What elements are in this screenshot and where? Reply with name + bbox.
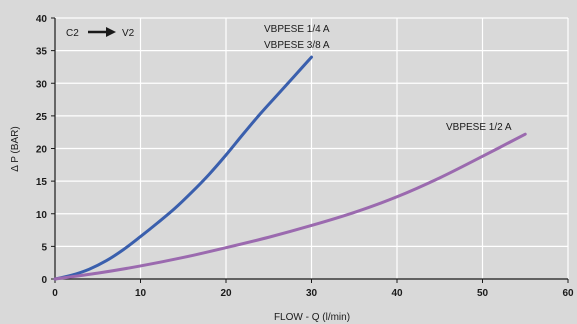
y-tick-label: 25 <box>36 112 48 123</box>
series-line-2 <box>53 132 527 281</box>
x-tick-label: 60 <box>562 288 574 299</box>
series-lines <box>53 55 527 281</box>
y-tick-label: 35 <box>36 47 48 58</box>
axes <box>51 17 569 283</box>
y-tick-label: 0 <box>41 275 47 286</box>
grid <box>55 17 569 279</box>
x-tick-label: 30 <box>306 288 318 299</box>
series-line-1 <box>53 55 313 281</box>
y-tick-label: 15 <box>36 177 48 188</box>
arrow-right-icon <box>88 27 116 37</box>
x-tick-label: 50 <box>477 288 489 299</box>
annotation-from: C2 <box>66 28 79 39</box>
x-axis-title: FLOW - Q (l/min) <box>274 312 350 323</box>
y-tick-label: 30 <box>36 79 48 90</box>
x-tick-label: 10 <box>135 288 147 299</box>
x-tick-label: 40 <box>391 288 403 299</box>
y-tick-label: 20 <box>36 145 48 156</box>
series-label-1a: VBPESE 1/4 A <box>264 24 330 35</box>
y-tick-label: 10 <box>36 210 48 221</box>
series-label-2: VBPESE 1/2 A <box>446 122 512 133</box>
y-tick-label: 5 <box>41 242 47 253</box>
y-axis-title: Δ P (BAR) <box>10 126 21 171</box>
series-label-1b: VBPESE 3/8 A <box>264 40 330 51</box>
y-tick-label: 40 <box>36 14 48 25</box>
annotation-to: V2 <box>122 28 135 39</box>
tick-labels: 0 5 10 15 20 25 30 35 40 0 10 20 30 40 50 60 <box>36 14 574 299</box>
x-tick-label: 0 <box>52 288 58 299</box>
x-tick-label: 20 <box>220 288 232 299</box>
